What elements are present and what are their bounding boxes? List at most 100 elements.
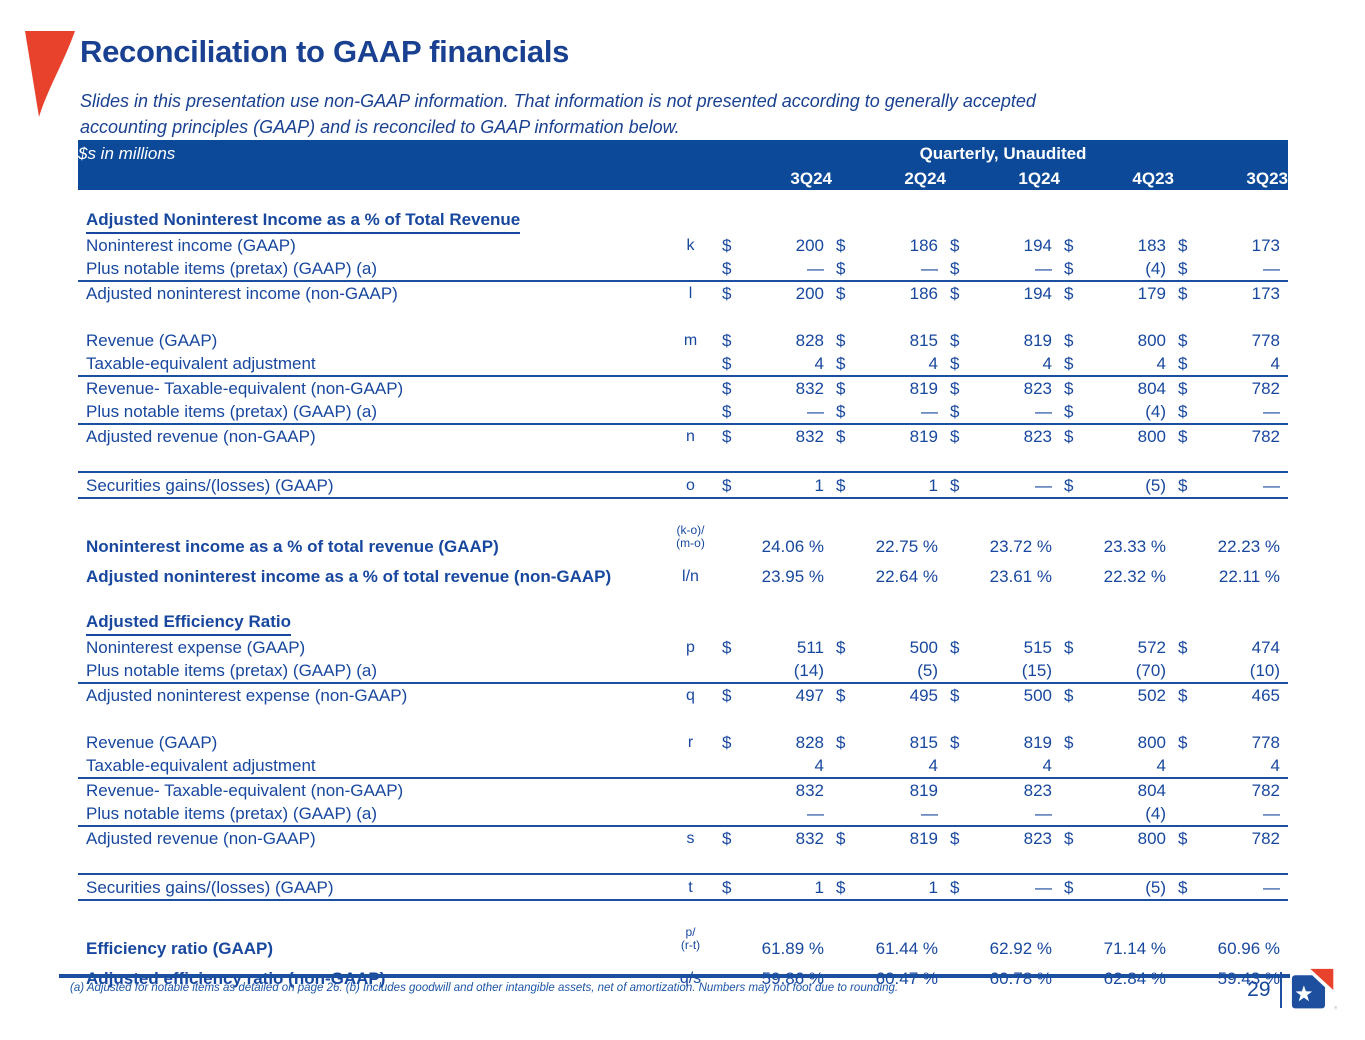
cell-value: 59.43 % — [1217, 969, 1281, 988]
cell-value: — — [921, 804, 938, 823]
dollar-sign: $ — [718, 280, 748, 305]
slide-subtitle: Slides in this presentation use non-GAAP… — [80, 88, 1170, 140]
cell-value: 61.44 % — [875, 939, 938, 958]
cell-value: 819 — [862, 423, 946, 448]
table-row: Adjusted efficiency ratio (non-GAAP) q/s 5… — [78, 960, 1288, 990]
cell-value: 819 — [862, 825, 946, 850]
cell-value: 59.86 % — [761, 969, 824, 988]
cell-value: 1 — [862, 873, 946, 901]
cell-value: 800 — [1090, 423, 1174, 448]
table-row: Adjusted noninterest expense (non-GAAP) q… — [78, 682, 1289, 707]
subtitle-line-2: accounting principles (GAAP) and is reco… — [80, 117, 680, 137]
row-key: q — [663, 682, 718, 707]
dollar-sign: $ — [1060, 423, 1090, 448]
row-key — [663, 777, 718, 802]
row-label: Securities gains/(losses) (GAAP) — [78, 873, 663, 901]
cell-value: — — [1263, 402, 1281, 421]
dollar-sign: $ — [950, 402, 960, 421]
dollar-sign: $ — [832, 825, 862, 850]
quarter-header-3Q23: 3Q23 — [1246, 168, 1289, 188]
row-label: Noninterest income (GAAP) — [86, 236, 296, 255]
cell-value: 22.11 % — [1218, 567, 1281, 586]
cell-value: 515 — [1023, 638, 1052, 657]
row-key — [663, 659, 718, 683]
dollar-sign — [718, 918, 748, 960]
dollar-sign — [946, 918, 976, 960]
cell-value: — — [1035, 402, 1052, 421]
table-row: Plus notable items (pretax) (GAAP) (a) $ —… — [78, 400, 1288, 424]
cell-value: 60.96 % — [1217, 939, 1281, 958]
dollar-sign — [718, 802, 748, 826]
dollar-sign — [832, 516, 862, 558]
dollar-sign — [1060, 659, 1090, 683]
cell-value: 194 — [976, 280, 1060, 305]
dollar-sign — [1174, 516, 1204, 558]
dollar-sign: $ — [1060, 682, 1090, 707]
header-title: Quarterly, Unaudited — [919, 143, 1087, 163]
cell-value: — — [1035, 804, 1052, 823]
row-key: o — [663, 471, 718, 499]
row-key: t — [663, 873, 718, 901]
row-key: l — [663, 280, 718, 305]
footnote: (a) Adjusted for notable items as detail… — [70, 982, 899, 994]
dollar-sign: $ — [946, 375, 976, 400]
dollar-sign: $ — [1064, 638, 1074, 657]
dollar-sign: $ — [1064, 236, 1074, 255]
dollar-sign: $ — [1060, 471, 1090, 499]
row-label: Plus notable items (pretax) (GAAP) (a) — [86, 661, 377, 680]
page-title: Reconciliation to GAAP financials — [80, 34, 570, 69]
dollar-sign — [946, 516, 976, 558]
page-number-divider — [1279, 972, 1282, 1008]
row-label: Taxable-equivalent adjustment — [86, 756, 316, 775]
cell-value: (70) — [1135, 661, 1166, 680]
cell-value: 819 — [1023, 331, 1052, 350]
dollar-sign: $ — [832, 682, 862, 707]
row-label: Revenue- Taxable-equivalent (non-GAAP) — [78, 777, 663, 802]
row-key — [663, 375, 718, 400]
dollar-sign — [832, 558, 862, 588]
dollar-sign: $ — [1178, 402, 1188, 421]
row-label: Plus notable items (pretax) (GAAP) (a) — [86, 804, 377, 823]
dollar-sign: $ — [1060, 375, 1090, 400]
dollar-sign: $ — [1064, 331, 1074, 350]
table-row: Adjusted noninterest income as a % of to… — [78, 558, 1288, 588]
dollar-sign — [1060, 802, 1090, 826]
dollar-sign: $ — [1178, 331, 1188, 350]
cell-value: 200 — [795, 236, 824, 255]
dollar-sign: $ — [950, 733, 960, 752]
cell-value: 183 — [1137, 236, 1166, 255]
cell-value: 778 — [1251, 733, 1281, 752]
dollar-sign: $ — [946, 471, 976, 499]
row-label: Efficiency ratio (GAAP) — [86, 939, 274, 958]
cell-value: 502 — [1090, 682, 1174, 707]
cell-value: 4 — [1156, 756, 1166, 775]
dollar-sign: $ — [722, 331, 732, 350]
cell-value: 23.95 % — [761, 567, 824, 586]
row-key: s — [663, 825, 718, 850]
cell-value: 832 — [748, 777, 832, 802]
cell-value: 497 — [748, 682, 832, 707]
cell-value: 474 — [1251, 638, 1281, 657]
cell-value: (10) — [1249, 661, 1281, 680]
dollar-sign: $ — [1060, 280, 1090, 305]
cell-value: 778 — [1251, 331, 1281, 350]
cell-value: — — [1204, 873, 1289, 901]
dollar-sign: $ — [946, 873, 976, 901]
cell-value: 572 — [1137, 638, 1166, 657]
dollar-sign — [718, 516, 748, 558]
cell-value: — — [921, 259, 938, 278]
cell-value: 4 — [1042, 354, 1052, 373]
row-key — [663, 754, 718, 778]
dollar-sign: $ — [950, 236, 960, 255]
dollar-sign: $ — [1174, 471, 1204, 499]
section-heading-cell: Adjusted Efficiency Ratio — [78, 610, 1288, 636]
cell-value: 800 — [1137, 331, 1166, 350]
cell-value: (15) — [1021, 661, 1052, 680]
row-key: r — [687, 734, 694, 751]
cell-value: — — [807, 804, 824, 823]
dollar-sign — [1060, 516, 1090, 558]
cell-value: — — [1035, 259, 1052, 278]
dollar-sign: $ — [1178, 236, 1188, 255]
spacer-cell — [78, 190, 1288, 208]
cell-value: — — [1263, 259, 1281, 278]
